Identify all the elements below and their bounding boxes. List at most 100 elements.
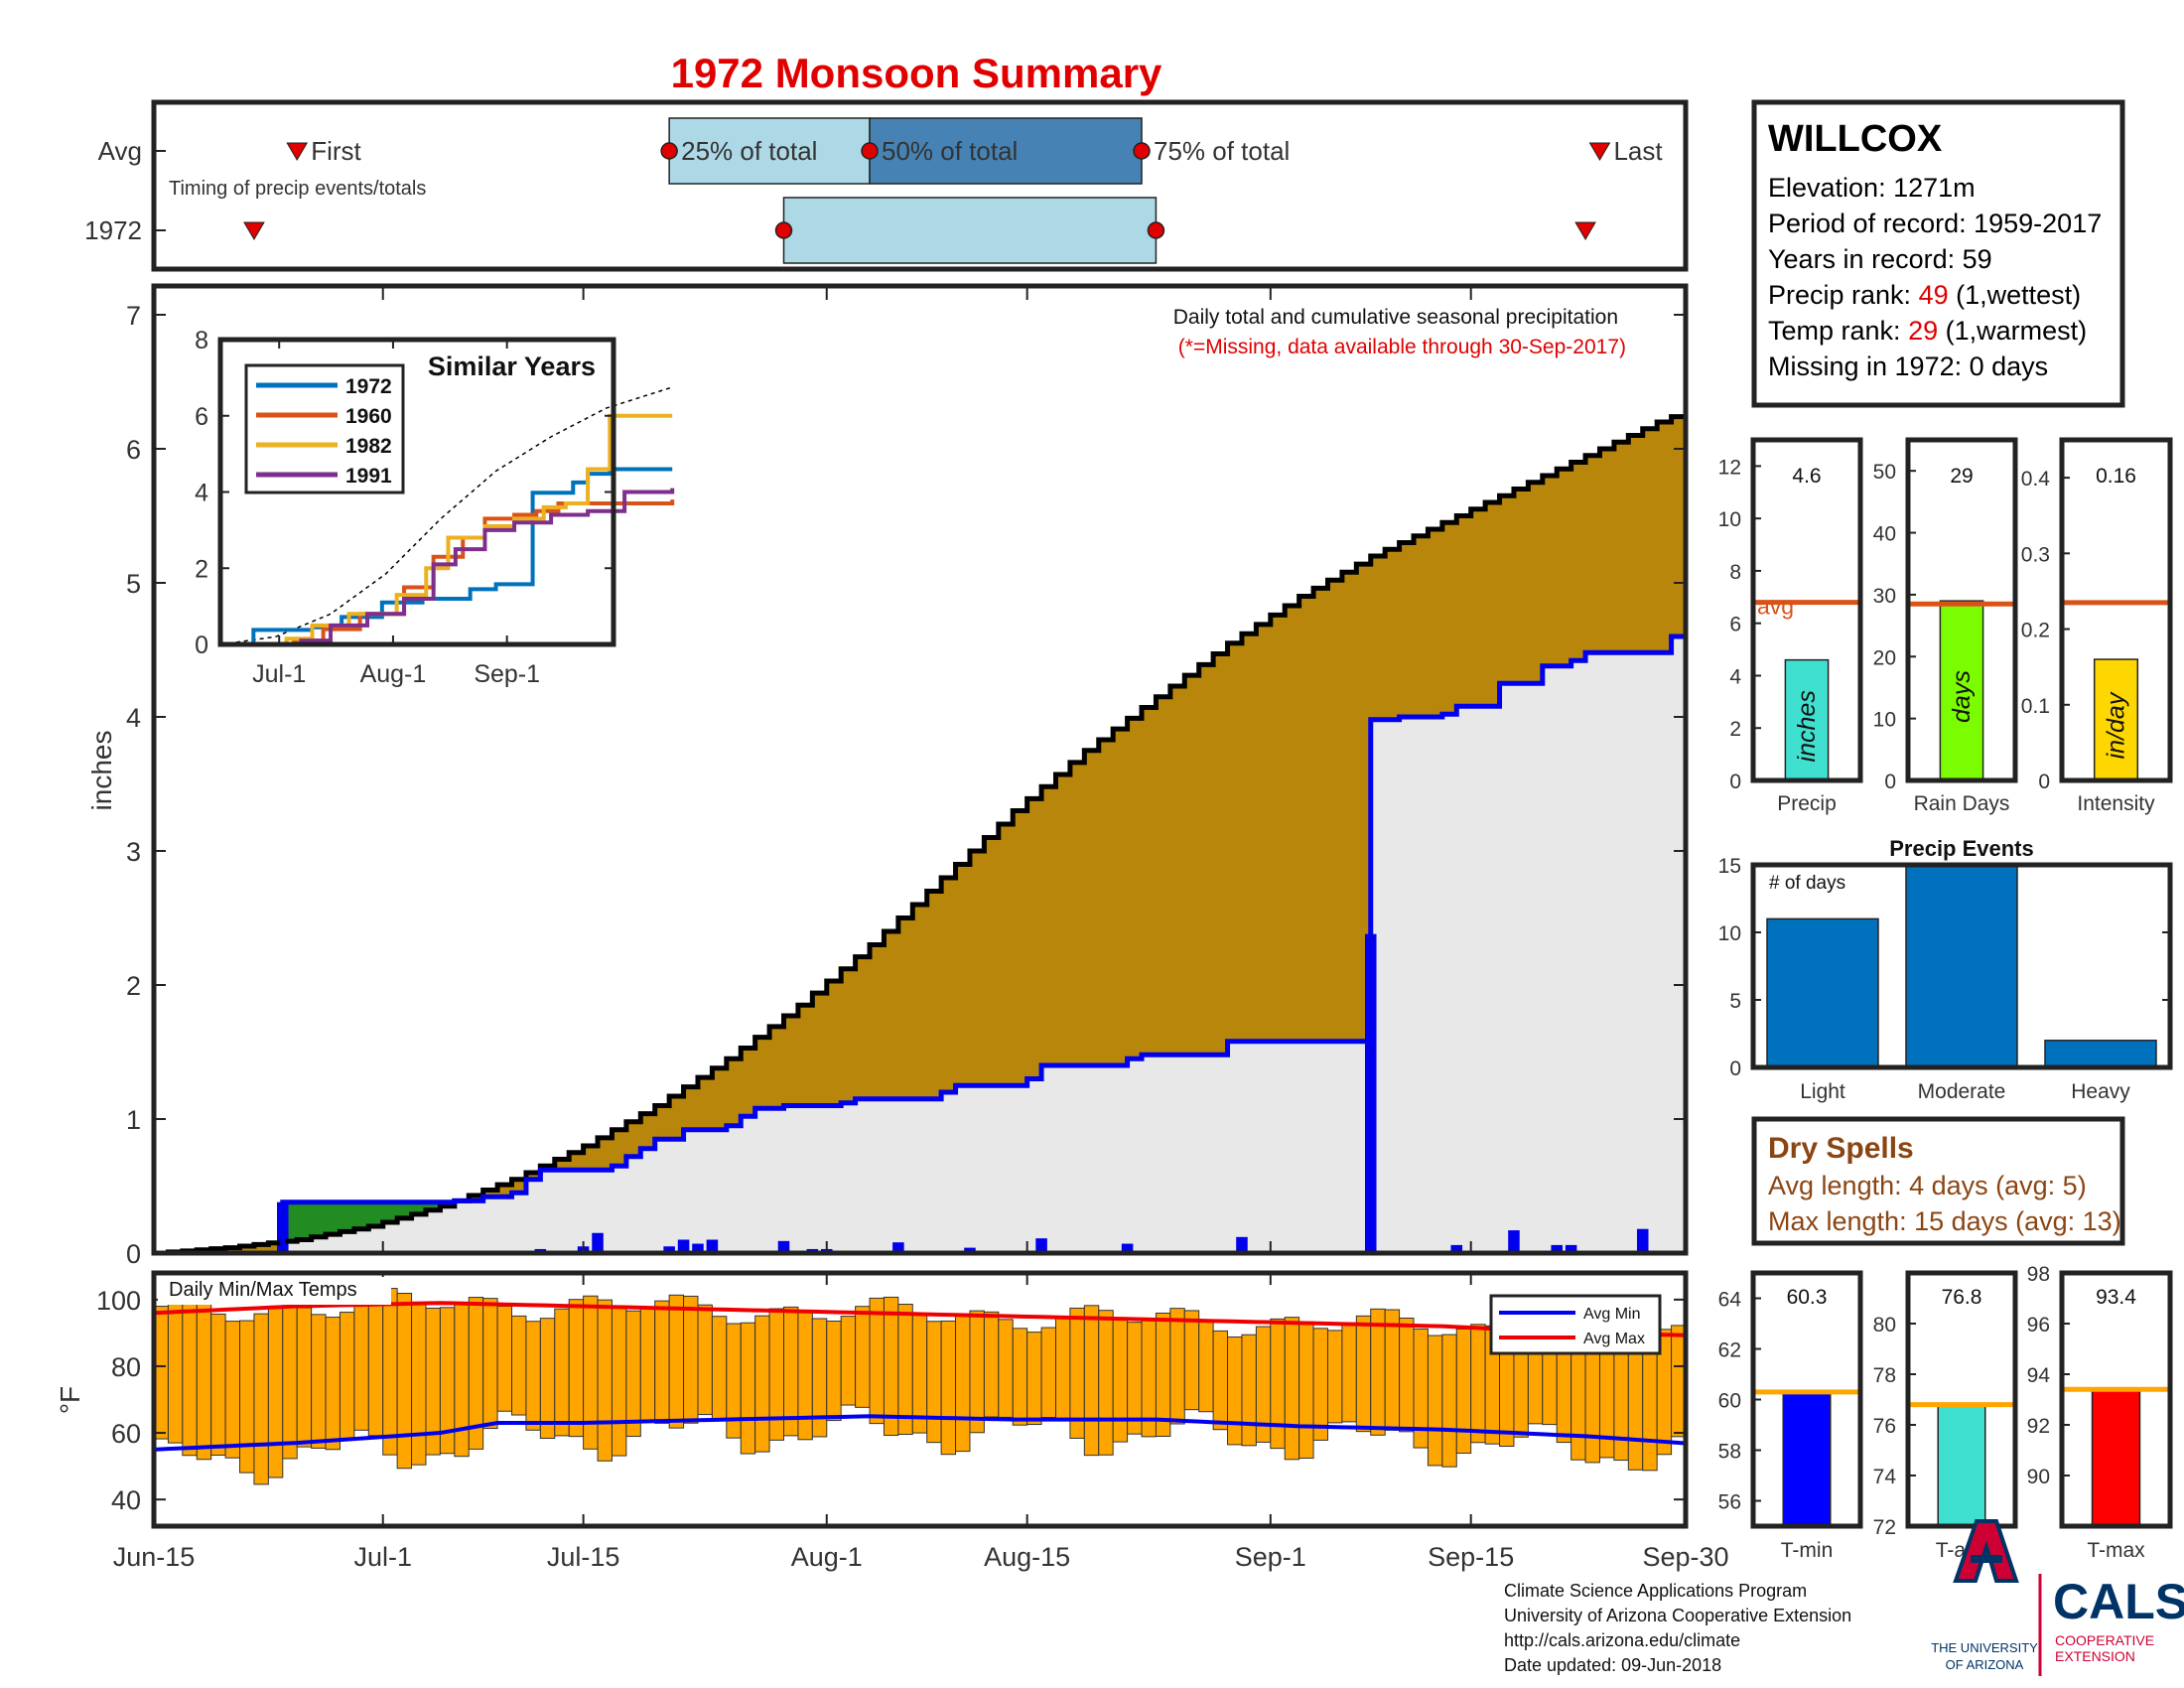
temp-panel-tick-label: 92 — [2027, 1415, 2050, 1438]
avg-min-line — [153, 1414, 1687, 1452]
temp-panel-tick-label: 72 — [1873, 1516, 1896, 1539]
temp-panel-tick-label: 80 — [1873, 1314, 1896, 1336]
daily-temp-bar — [654, 1300, 670, 1424]
inset-y-tick-label: 2 — [195, 555, 208, 583]
daily-temp-bar — [182, 1296, 198, 1457]
avg-cumulative-line — [154, 411, 1689, 1256]
daily-temp-bar — [325, 1317, 341, 1451]
precip-panel-label: Intensity — [2077, 792, 2155, 815]
cals-logo: CALS COOPERATIVE EXTENSION — [2053, 1574, 2184, 1664]
daily-temp-bar — [1127, 1322, 1143, 1435]
daily-precip-bar — [1121, 1243, 1134, 1253]
daily-precip-bar — [964, 1247, 976, 1253]
temp-panel-tick-label: 94 — [2027, 1364, 2051, 1387]
precip-rank-prefix: Precip rank: — [1768, 280, 1919, 310]
daily-temp-bar — [711, 1316, 728, 1420]
daily-precip-bar — [892, 1242, 904, 1253]
daily-temp-bar — [683, 1295, 699, 1424]
temp-y-tick-label: 80 — [111, 1352, 141, 1382]
temp-rank-value: 29 — [1908, 316, 1938, 346]
precip-panel-inner-label: in/day — [2103, 691, 2130, 759]
precip-panel-tick-label: 40 — [1873, 523, 1896, 546]
temp-panel-label: T-min — [1781, 1539, 1834, 1562]
daily-temp-bar — [1112, 1317, 1129, 1443]
page-title: 1972 Monsoon Summary — [671, 50, 1162, 96]
timing-row-year: 1972 — [84, 215, 142, 245]
legend-label-1960: 1960 — [345, 405, 392, 428]
precip-panel-inner-label: inches — [1793, 690, 1821, 762]
daily-temp-bar — [353, 1301, 369, 1431]
precip-panel-tick-label: 10 — [1718, 508, 1741, 531]
similar-year-line-1972 — [220, 467, 673, 646]
precip-panel-inner-label: days — [1948, 670, 1976, 723]
temp-y-axis-label: °F — [55, 1386, 85, 1414]
y-tick-label: 2 — [126, 971, 141, 1001]
daily-temp-bar — [511, 1315, 527, 1416]
precip-panel-bar — [1939, 600, 1984, 781]
daily-precip-bar — [1551, 1244, 1563, 1253]
event-y-tick-label: 10 — [1718, 922, 1741, 945]
daily-temp-bar — [998, 1319, 1014, 1418]
daily-temp-bar — [1427, 1335, 1443, 1467]
year-area-fill — [154, 636, 1686, 1253]
daily-temp-bar — [1284, 1317, 1300, 1461]
daily-temp-bar — [1241, 1334, 1257, 1447]
precip-panel-tick-label: 2 — [1729, 718, 1741, 741]
daily-temp-bar — [1370, 1308, 1386, 1436]
daily-temp-bar — [311, 1314, 327, 1449]
inset-x-tick-label: Aug-1 — [360, 660, 427, 688]
inset-y-tick-label: 8 — [195, 327, 208, 354]
daily-precip-bar — [777, 1240, 790, 1253]
daily-temp-bar — [969, 1310, 985, 1434]
similar-years-inset: 0 2 4 6 8 Jul-1 Aug-1 Sep-1 Similar Years 1972 196… — [195, 318, 675, 712]
x-tick-label: Sep-1 — [1235, 1542, 1306, 1572]
daily-temp-bar — [1527, 1343, 1544, 1425]
year-last-marker — [1574, 221, 1596, 240]
event-y-tick-label: 5 — [1729, 990, 1741, 1013]
temp-panel-tick-label: 78 — [1873, 1364, 1896, 1387]
daily-temp-bar — [940, 1320, 957, 1456]
daily-temp-bar — [496, 1305, 513, 1412]
daily-temp-bar — [840, 1316, 857, 1406]
temp-panel-tick-label: 96 — [2027, 1314, 2050, 1336]
precip-panel-tick-label: 20 — [1873, 646, 1896, 669]
precip-panel-tick-label: 0.2 — [2021, 620, 2050, 642]
inset-y-tick-label: 0 — [195, 632, 208, 659]
daily-temp-bar — [239, 1320, 255, 1474]
temp-panel-value: 93.4 — [2096, 1286, 2136, 1309]
daily-precip-bar — [1508, 1230, 1520, 1253]
events-frame — [1750, 862, 2173, 1070]
temp-panel-frame — [1905, 1270, 2018, 1529]
inset-y-tick-label: 4 — [195, 480, 208, 507]
daily-temp-bar — [296, 1307, 313, 1448]
precip-panel-tick-label: 4 — [1729, 665, 1741, 688]
daily-temp-bar — [625, 1310, 641, 1438]
precip-events-chart: Light Moderate Heavy 0 5 10 15 Precip Events # o… — [1718, 836, 2173, 1103]
precip-avg-label: avg — [1757, 594, 1794, 620]
y-tick-label: 5 — [126, 569, 141, 599]
daily-temp-bar — [583, 1295, 599, 1450]
block-a-logo-icon — [1953, 1519, 2019, 1583]
y-tick-label: 1 — [126, 1105, 141, 1135]
year-25-marker — [774, 221, 793, 239]
legend-label-1972: 1972 — [345, 375, 392, 398]
x-tick-label: Jul-15 — [547, 1542, 620, 1572]
daily-precip-bar — [1035, 1238, 1047, 1253]
daily-temp-bar — [1026, 1332, 1042, 1426]
daily-temp-bar — [883, 1296, 899, 1437]
temp-panel-bar — [1782, 1391, 1832, 1527]
avg-max-line — [153, 1301, 1687, 1337]
event-category-label: Light — [1800, 1080, 1845, 1103]
precip-panel-tick-label: 0 — [1884, 771, 1896, 793]
main-y-axis-label: inches — [86, 731, 117, 811]
daily-temp-bar — [1012, 1328, 1028, 1426]
event-y-tick-label: 15 — [1718, 855, 1741, 878]
y-tick-label: 0 — [126, 1239, 141, 1269]
inset-y-tick-label: 6 — [195, 403, 208, 431]
precip-panel-frame — [1750, 437, 1863, 783]
daily-precip-bar — [706, 1239, 719, 1253]
daily-temp-bar — [1341, 1325, 1357, 1423]
y-tick-label: 7 — [126, 301, 141, 331]
precip-panel-frame — [2059, 437, 2173, 783]
